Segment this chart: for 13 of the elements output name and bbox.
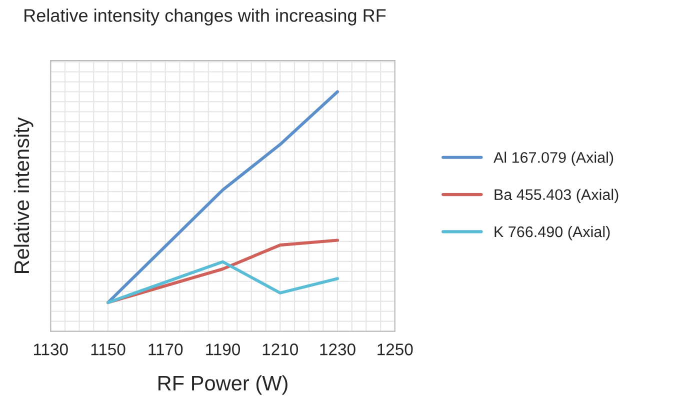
x-tick-label: 1170 [148, 344, 183, 356]
x-tick-label: 1250 [378, 344, 413, 356]
x-tick-label: 1150 [91, 344, 126, 356]
y-axis-title: Relative intensity [14, 117, 34, 273]
x-tick-label: 1230 [320, 344, 356, 356]
x-tick-label: 1210 [262, 344, 298, 356]
legend-label: Al 167.079 (Axial) [494, 152, 614, 166]
x-tick-label: 1130 [34, 344, 68, 356]
x-axis-title: RF Power (W) [158, 375, 288, 395]
chart-title: Relative intensity changes with increasing RF [24, 8, 386, 26]
legend-label: K 766.490 (Axial) [494, 226, 610, 240]
legend-label: Ba 455.403 (Axial) [494, 188, 618, 204]
x-tick-label: 1190 [206, 344, 240, 356]
